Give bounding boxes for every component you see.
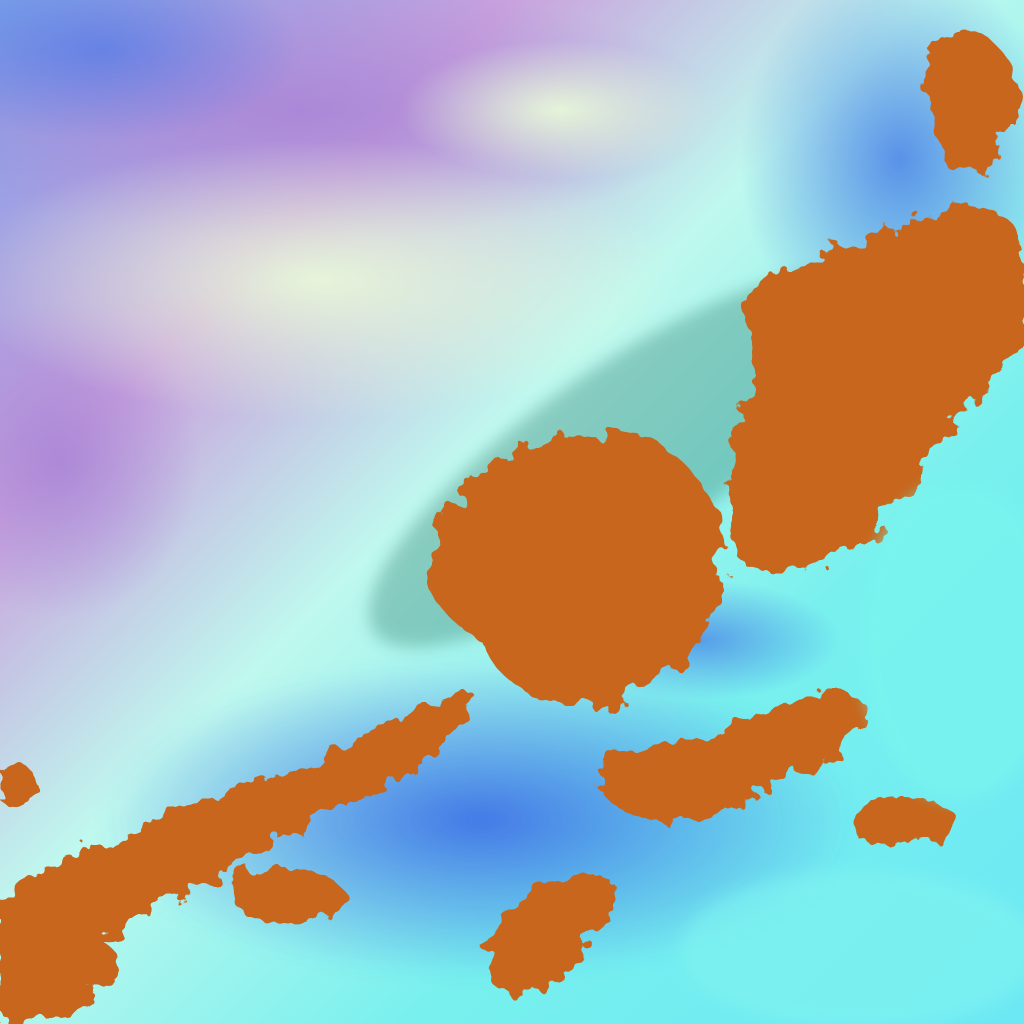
orange-patch-east — [850, 796, 960, 846]
pale-cloud-top — [400, 40, 720, 180]
orange-patch-southeast — [600, 691, 867, 821]
cyan-clear-right — [860, 480, 1024, 800]
cyan-clear-bottomright — [680, 870, 1024, 1024]
orange-cloud-topright — [926, 32, 1020, 172]
orange-patch-left — [0, 766, 40, 807]
orange-cloud-main — [427, 434, 725, 707]
blue-haze-topleft — [0, 0, 300, 140]
orange-cloud-northeast — [729, 203, 1024, 575]
orange-cloud-bottomleft — [0, 932, 120, 1024]
orange-patch-lowmid — [230, 866, 350, 924]
orange-band-southwest — [0, 690, 472, 1000]
ice-cloud-orange — [0, 32, 1024, 1024]
orange-patch-bottom — [488, 873, 612, 998]
pale-cloud-band — [0, 140, 680, 420]
